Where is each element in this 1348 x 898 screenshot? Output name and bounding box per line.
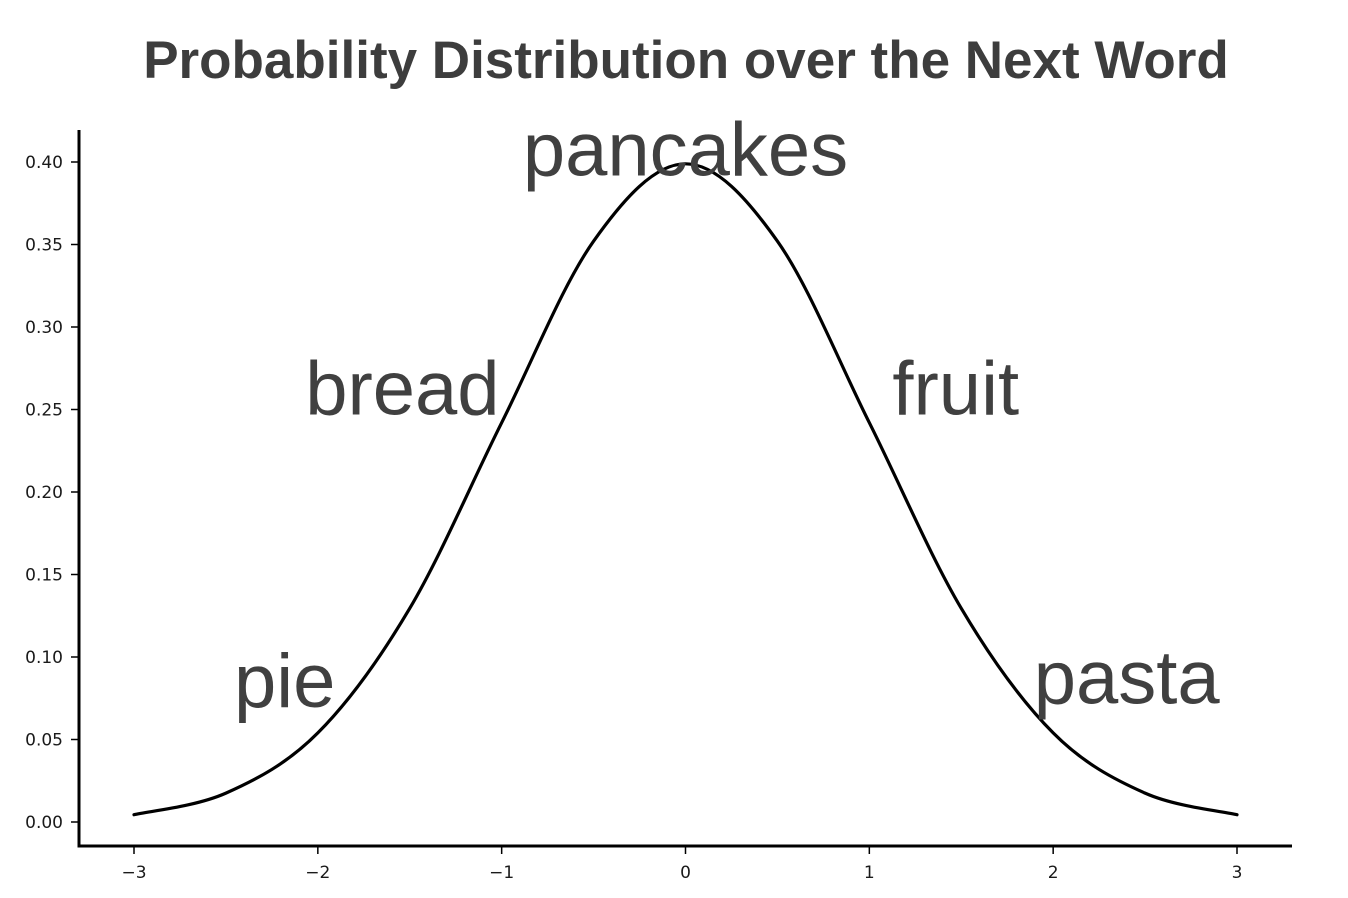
y-tick-label: 0.30 xyxy=(25,318,63,338)
y-tick-label: 0.00 xyxy=(25,813,63,833)
x-tick-label: −1 xyxy=(489,863,514,883)
x-tick-label: 0 xyxy=(680,863,691,883)
y-tick-label: 0.05 xyxy=(25,731,63,751)
word-label-pie: pie xyxy=(234,639,335,724)
y-tick-label: 0.20 xyxy=(25,483,63,503)
y-tick-label: 0.35 xyxy=(25,236,63,256)
y-tick-label: 0.10 xyxy=(25,648,63,668)
x-tick-label: −3 xyxy=(121,863,146,883)
series-lines xyxy=(132,162,1239,817)
y-axis-ticks: 0.00 0.05 0.10 0.15 0.20 0.25 0.30 0.35 0.40 xyxy=(25,153,79,833)
word-label-bread: bread xyxy=(305,347,499,432)
x-tick-label: 2 xyxy=(1048,863,1059,883)
word-annotations: pancakes bread fruit pie pasta xyxy=(234,107,1220,723)
x-tick-label: −2 xyxy=(305,863,330,883)
distribution-curve xyxy=(132,162,1239,817)
word-label-pasta: pasta xyxy=(1034,635,1221,720)
y-tick-label: 0.15 xyxy=(25,566,63,586)
x-tick-label: 1 xyxy=(864,863,875,883)
y-tick-label: 0.25 xyxy=(25,401,63,421)
word-label-fruit: fruit xyxy=(892,347,1019,432)
word-label-pancakes: pancakes xyxy=(523,107,848,192)
axes xyxy=(77,130,1292,848)
chart-title: Probability Distribution over the Next W… xyxy=(143,31,1229,90)
x-tick-label: 3 xyxy=(1232,863,1243,883)
x-axis-ticks: −3 −2 −1 0 1 2 3 xyxy=(121,846,1242,883)
y-tick-label: 0.40 xyxy=(25,153,63,173)
